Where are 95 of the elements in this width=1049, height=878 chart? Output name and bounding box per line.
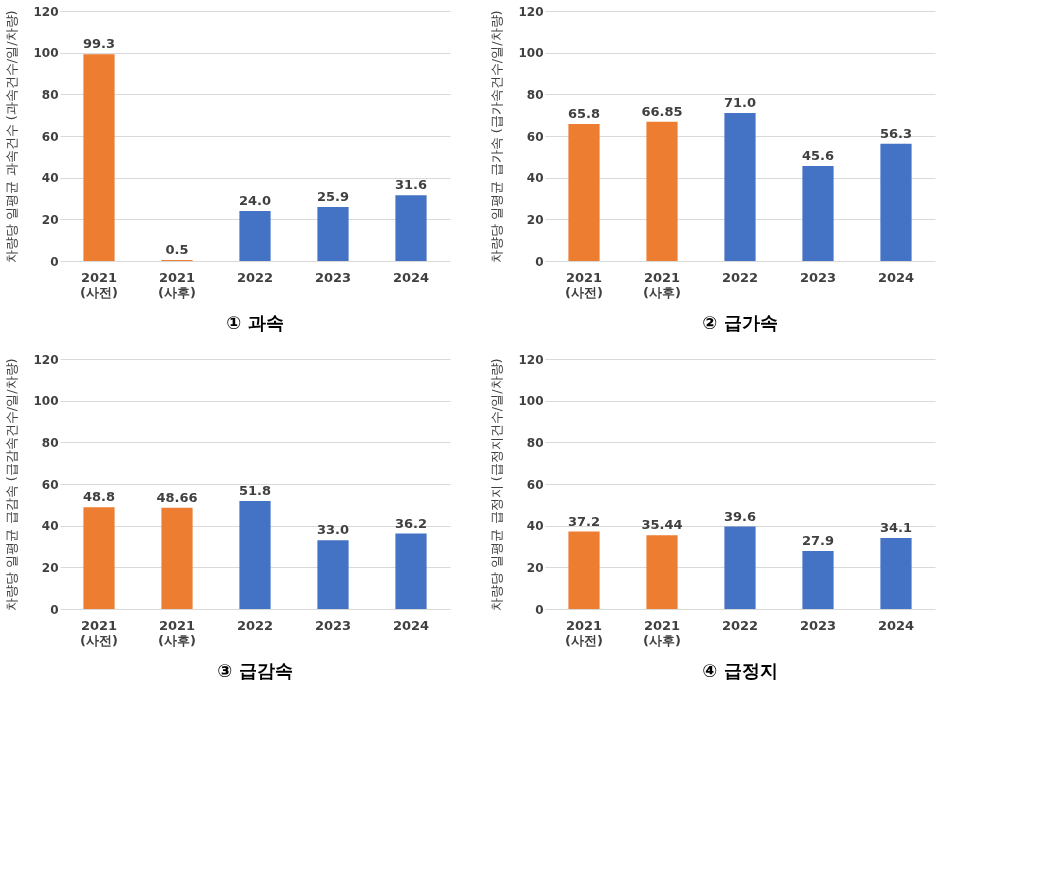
y-tick-label: 40 <box>41 171 59 186</box>
y-tick-label: 20 <box>41 560 59 575</box>
bar <box>880 143 912 261</box>
x-tick-label: 2021 (사전) <box>565 617 603 648</box>
bar <box>239 501 271 609</box>
x-tick-label: 2024 <box>877 617 915 633</box>
y-tick-label: 120 <box>33 4 59 19</box>
data-label: 66.85 <box>641 103 683 119</box>
y-tick-label: 60 <box>526 477 544 492</box>
y-tick-label: 100 <box>518 46 544 61</box>
x-tick-label: 2021 (사후) <box>158 269 196 300</box>
data-label: 56.3 <box>879 125 913 141</box>
y-tick-label: 0 <box>535 602 544 617</box>
y-tick-label: 40 <box>526 519 544 534</box>
bar <box>317 207 349 261</box>
x-tick-label: 2024 <box>392 617 430 633</box>
data-label: 33.0 <box>316 522 350 538</box>
x-tick-label: 2021 (사후) <box>643 269 681 300</box>
data-label: 45.6 <box>801 148 835 163</box>
text: ④ 급정지 <box>702 660 778 681</box>
y-tick-label: 0 <box>50 602 59 617</box>
x-tick-label: 2021 (사후) <box>643 617 681 648</box>
x-tick-label: 2023 <box>799 617 837 633</box>
x-tick-label: 2021 (사전) <box>80 617 118 648</box>
y-axis-title: 차량당 일평균 급정지 (급정지건수/일/차량) <box>489 358 505 611</box>
y-tick-label: 20 <box>526 212 544 227</box>
y-tick-label: 80 <box>41 87 59 102</box>
data-label: 48.8 <box>82 489 116 505</box>
bar <box>317 540 349 609</box>
data-label: 36.2 <box>394 515 428 531</box>
data-label: 27.9 <box>801 532 835 548</box>
text: ③ 급감속 <box>217 660 293 681</box>
y-tick-label: 0 <box>50 254 59 269</box>
data-label: 51.8 <box>238 483 272 499</box>
bar <box>395 195 427 261</box>
bar <box>724 113 756 261</box>
x-tick-label: 2022 <box>236 617 274 633</box>
data-label: 65.8 <box>567 105 601 121</box>
bar <box>724 526 756 609</box>
bar <box>161 507 193 609</box>
y-tick-label: 60 <box>526 129 544 144</box>
x-tick-label: 2023 <box>799 269 837 285</box>
bar <box>802 550 834 609</box>
bar <box>646 535 678 609</box>
data-label: 34.1 <box>879 519 913 535</box>
x-tick-label: 2024 <box>392 269 430 285</box>
data-label: 37.2 <box>567 513 601 529</box>
x-tick-label: 2022 <box>721 269 759 285</box>
y-tick-label: 20 <box>526 560 544 575</box>
y-tick-label: 100 <box>33 46 59 61</box>
bar <box>395 533 427 609</box>
bar <box>239 211 271 261</box>
bar <box>802 166 834 261</box>
bar <box>83 54 115 261</box>
y-tick-label: 20 <box>41 212 59 227</box>
data-label: 24.0 <box>238 193 272 208</box>
y-tick-label: 0 <box>535 254 544 269</box>
y-axis-title: 차량당 일평균 급감속 (급감속건수/일/차량) <box>4 358 20 611</box>
x-tick-label: 2021 (사전) <box>565 269 603 300</box>
y-tick-label: 40 <box>41 519 59 534</box>
data-label: 99.3 <box>82 36 116 52</box>
x-tick-label: 2024 <box>877 269 915 285</box>
x-tick-label: 2022 <box>721 617 759 633</box>
data-label: 31.6 <box>394 177 428 193</box>
y-tick-label: 100 <box>33 394 59 409</box>
data-label: 0.5 <box>165 241 189 257</box>
y-tick-label: 80 <box>41 435 59 450</box>
y-tick-label: 100 <box>518 394 544 409</box>
y-axis-title: 차량당 일평균 급가속 (급가속건수/일/차량) <box>489 10 505 263</box>
y-axis-title: 차량당 일평균 과속건수 (과속건수/일/차량) <box>4 10 20 263</box>
y-tick-label: 80 <box>526 87 544 102</box>
bar <box>568 123 600 261</box>
y-tick-label: 80 <box>526 435 544 450</box>
text: ② 급가속 <box>702 312 778 333</box>
y-tick-label: 60 <box>41 477 59 492</box>
data-label: 39.6 <box>723 508 757 524</box>
y-tick-label: 60 <box>41 129 59 144</box>
x-tick-label: 2022 <box>236 269 274 285</box>
data-label: 35.44 <box>641 517 683 533</box>
bar <box>568 531 600 609</box>
bar <box>880 537 912 609</box>
y-tick-label: 40 <box>526 171 544 186</box>
x-tick-label: 2021 (사전) <box>80 269 118 300</box>
y-tick-label: 120 <box>33 352 59 367</box>
y-tick-label: 120 <box>518 4 544 19</box>
bar <box>83 507 115 609</box>
x-tick-label: 2021 (사후) <box>158 617 196 648</box>
text: ① 과속 <box>226 312 284 333</box>
bar <box>646 121 678 261</box>
data-label: 71.0 <box>723 95 757 111</box>
data-label: 48.66 <box>156 489 198 505</box>
data-label: 25.9 <box>316 189 350 205</box>
x-tick-label: 2023 <box>314 617 352 633</box>
x-tick-label: 2023 <box>314 269 352 285</box>
y-tick-label: 120 <box>518 352 544 367</box>
